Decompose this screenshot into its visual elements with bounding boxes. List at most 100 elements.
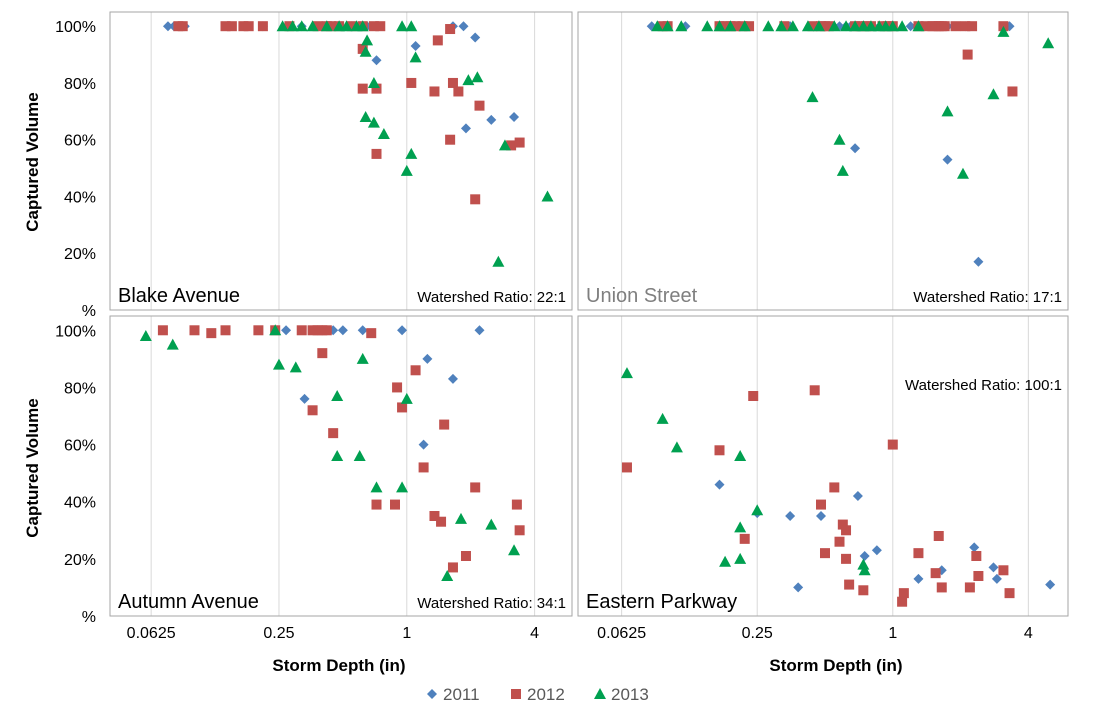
eastern-parkway-point-2012 <box>858 585 868 595</box>
eastern-parkway-point-2011 <box>853 491 863 501</box>
autumn-avenue-point-2013 <box>331 450 343 461</box>
eastern-parkway-point-2012 <box>998 565 1008 575</box>
blake-avenue-point-2013 <box>368 117 380 128</box>
autumn-avenue-point-2013 <box>357 353 369 364</box>
autumn-avenue-point-2013 <box>354 450 366 461</box>
union-street-point-2012 <box>940 21 950 31</box>
eastern-parkway-point-2012 <box>1005 588 1015 598</box>
y-tick-label: 100% <box>55 19 96 36</box>
union-street-point-2012 <box>967 21 977 31</box>
eastern-parkway-point-2013 <box>657 413 669 424</box>
y-tick-label: 40% <box>64 189 96 206</box>
autumn-avenue-point-2013 <box>401 393 413 404</box>
autumn-avenue-point-2013 <box>455 513 467 524</box>
x-tick-label: 1 <box>888 625 897 642</box>
panel-union-street: Union Street Watershed Ratio: 17:1 <box>578 12 1068 310</box>
x-tick-label: 4 <box>1024 625 1033 642</box>
autumn-avenue-point-2011 <box>338 325 348 335</box>
legend-item-2012: 2012 <box>511 685 565 704</box>
union-street-point-2012 <box>963 50 973 60</box>
autumn-avenue-point-2012 <box>439 420 449 430</box>
blake-avenue-point-2011 <box>486 115 496 125</box>
blake-avenue-point-2012 <box>375 21 385 31</box>
legend-label-2013: 2013 <box>611 685 649 704</box>
y-tick-label: 20% <box>64 552 96 569</box>
autumn-avenue-point-2012 <box>515 525 525 535</box>
autumn-avenue-point-2012 <box>317 348 327 358</box>
watershed-ratio-blake-avenue: Watershed Ratio: 22:1 <box>417 289 566 306</box>
autumn-avenue-point-2012 <box>419 462 429 472</box>
blake-avenue-point-2012 <box>515 138 525 148</box>
union-street-point-2013 <box>837 165 849 176</box>
x-tick-label: 1 <box>402 625 411 642</box>
eastern-parkway-point-2012 <box>844 580 854 590</box>
legend-label-2012: 2012 <box>527 685 565 704</box>
blake-avenue-point-2011 <box>372 55 382 65</box>
union-street-point-2013 <box>834 134 846 145</box>
union-street-point-2013 <box>942 105 954 116</box>
x-tick-label: 0.0625 <box>127 625 176 642</box>
union-street-point-2013 <box>762 20 774 31</box>
y-tick-label: 20% <box>64 246 96 263</box>
eastern-parkway-point-2013 <box>734 553 746 564</box>
watershed-ratio-eastern-parkway: Watershed Ratio: 100:1 <box>905 377 1062 394</box>
y-axis-title-top: Captured Volume <box>23 92 42 231</box>
blake-avenue-point-2013 <box>462 74 474 85</box>
site-name-eastern-parkway: Eastern Parkway <box>586 591 737 613</box>
autumn-avenue-point-2013 <box>485 519 497 530</box>
autumn-avenue-point-2012 <box>436 517 446 527</box>
legend-marker-triangle <box>594 688 606 699</box>
site-name-autumn-avenue: Autumn Avenue <box>118 591 259 613</box>
blake-avenue-point-2012 <box>470 194 480 204</box>
blake-avenue-point-2012 <box>445 135 455 145</box>
eastern-parkway-point-2011 <box>1045 580 1055 590</box>
blake-avenue-point-2013 <box>361 34 373 45</box>
x-tick-label: 0.0625 <box>597 625 646 642</box>
blake-avenue-point-2012 <box>227 21 237 31</box>
eastern-parkway-point-2012 <box>934 531 944 541</box>
blake-avenue-point-2013 <box>360 111 372 122</box>
eastern-parkway-point-2011 <box>860 551 870 561</box>
panel-eastern-parkway: Eastern Parkway Watershed Ratio: 100:1 0.0… <box>578 316 1068 642</box>
blake-avenue-point-2012 <box>258 21 268 31</box>
blake-avenue-point-2012 <box>445 24 455 34</box>
blake-avenue-point-2012 <box>372 149 382 159</box>
eastern-parkway-point-2012 <box>841 525 851 535</box>
union-street-point-2011 <box>850 143 860 153</box>
blake-avenue-point-2012 <box>474 101 484 111</box>
eastern-parkway-point-2013 <box>751 504 763 515</box>
eastern-parkway-point-2011 <box>988 562 998 572</box>
eastern-parkway-point-2012 <box>899 588 909 598</box>
eastern-parkway-point-2011 <box>785 511 795 521</box>
union-street-point-2012 <box>1007 86 1017 96</box>
y-tick-label: 80% <box>64 76 96 93</box>
autumn-avenue-point-2013 <box>508 544 520 555</box>
panel-autumn-avenue: Autumn Avenue Watershed Ratio: 34:1%20%40… <box>55 316 572 642</box>
panel-frame-union-street <box>578 12 1068 310</box>
eastern-parkway-point-2013 <box>734 450 746 461</box>
autumn-avenue-point-2012 <box>448 562 458 572</box>
blake-avenue-point-2011 <box>509 112 519 122</box>
legend-marker-diamond <box>427 689 437 699</box>
watershed-ratio-autumn-avenue: Watershed Ratio: 34:1 <box>417 595 566 612</box>
union-street-point-2012 <box>951 21 961 31</box>
autumn-avenue-point-2011 <box>474 325 484 335</box>
legend: 2011 2012 2013 <box>427 685 649 704</box>
blake-avenue-point-2012 <box>453 86 463 96</box>
autumn-avenue-point-2012 <box>512 500 522 510</box>
eastern-parkway-point-2012 <box>740 534 750 544</box>
autumn-avenue-point-2012 <box>297 325 307 335</box>
eastern-parkway-point-2012 <box>913 548 923 558</box>
blake-avenue-point-2011 <box>470 33 480 43</box>
eastern-parkway-point-2011 <box>969 542 979 552</box>
blake-avenue-point-2012 <box>406 78 416 88</box>
eastern-parkway-point-2013 <box>719 556 731 567</box>
union-street-point-2011 <box>943 155 953 165</box>
watershed-ratio-union-street: Watershed Ratio: 17:1 <box>913 289 1062 306</box>
autumn-avenue-point-2011 <box>419 440 429 450</box>
eastern-parkway-point-2011 <box>816 511 826 521</box>
eastern-parkway-point-2012 <box>897 597 907 607</box>
autumn-avenue-point-2012 <box>461 551 471 561</box>
